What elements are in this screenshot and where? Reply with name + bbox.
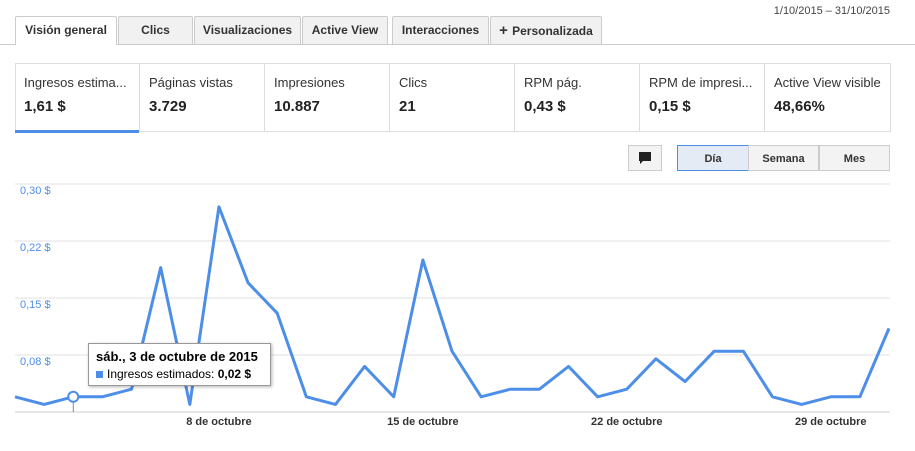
metric-value: 3.729: [149, 98, 187, 115]
tooltip-date: sáb., 3 de octubre de 2015: [96, 349, 258, 364]
tooltip-label: Ingresos estimados:: [107, 367, 215, 381]
metric[interactable]: RPM pág. 0,43 $: [515, 63, 640, 132]
metric[interactable]: Impresiones 10.887: [265, 63, 390, 132]
x-tick-label: 29 de octubre: [795, 416, 867, 428]
tab[interactable]: Visión general: [15, 16, 117, 45]
date-range[interactable]: 1/10/2015 – 31/10/2015: [773, 5, 890, 17]
range-button[interactable]: Mes: [819, 145, 890, 171]
y-tick-label: 0,08 $: [20, 356, 51, 368]
selected-metric: [15, 130, 139, 133]
y-tick-label: 0,22 $: [20, 242, 51, 254]
tab-line: [0, 44, 915, 45]
range-button[interactable]: Semana: [748, 145, 819, 171]
metrics-box: [15, 63, 891, 132]
metric-label: Páginas vistas: [149, 75, 233, 90]
x-tick-label: 8 de octubre: [186, 416, 251, 428]
tooltip-swatch: [96, 371, 103, 378]
x-tick-label: 22 de octubre: [591, 416, 663, 428]
metric-label: Active View visible: [774, 75, 881, 90]
metric-value: 1,61 $: [24, 98, 66, 115]
metric-value: 0,15 $: [649, 98, 691, 115]
metric-label: Impresiones: [274, 75, 345, 90]
comment-button[interactable]: [628, 145, 662, 171]
metric-label: RPM de impresi...: [649, 75, 753, 90]
tooltip: sáb., 3 de octubre de 2015 Ingresos esti…: [88, 343, 271, 386]
metric[interactable]: Clics 21: [390, 63, 515, 132]
metric[interactable]: Páginas vistas 3.729: [140, 63, 265, 132]
tooltip-value: 0,02 $: [217, 367, 252, 381]
metric-label: Ingresos estima...: [24, 75, 127, 90]
tab-label: Personalizada: [512, 24, 593, 38]
tab-label: Interacciones: [401, 23, 480, 37]
tab[interactable]: Clics: [118, 16, 193, 44]
comment-icon: [639, 152, 651, 164]
metric-label: RPM pág.: [524, 75, 582, 90]
y-tick-label: 0,15 $: [20, 299, 51, 311]
metric-value: 48,66%: [774, 98, 825, 115]
metric-value: 10.887: [274, 98, 320, 115]
tab-label: Active View: [311, 23, 379, 37]
tab-label: Visualizaciones: [202, 23, 293, 37]
line: [14, 205, 891, 406]
tab[interactable]: Active View: [302, 16, 388, 44]
metric[interactable]: RPM de impresi... 0,15 $: [640, 63, 765, 132]
y-tick-label: 0,30 $: [20, 185, 51, 197]
tab-label: Clics: [141, 23, 170, 37]
tab-label: Visión general: [25, 23, 107, 37]
metric-value: 0,43 $: [524, 98, 566, 115]
tab[interactable]: + Personalizada: [490, 16, 602, 44]
tab[interactable]: Visualizaciones: [194, 16, 301, 44]
x-tick-label: 15 de octubre: [387, 416, 459, 428]
metric[interactable]: Ingresos estima... 1,61 $: [15, 63, 140, 132]
metric[interactable]: Active View visible 48,66%: [765, 63, 890, 132]
metric-label: Clics: [399, 75, 428, 90]
metric-value: 21: [399, 98, 416, 115]
tab[interactable]: Interacciones: [392, 16, 489, 44]
range-button[interactable]: Día: [677, 145, 749, 171]
hover-point: [67, 390, 80, 403]
